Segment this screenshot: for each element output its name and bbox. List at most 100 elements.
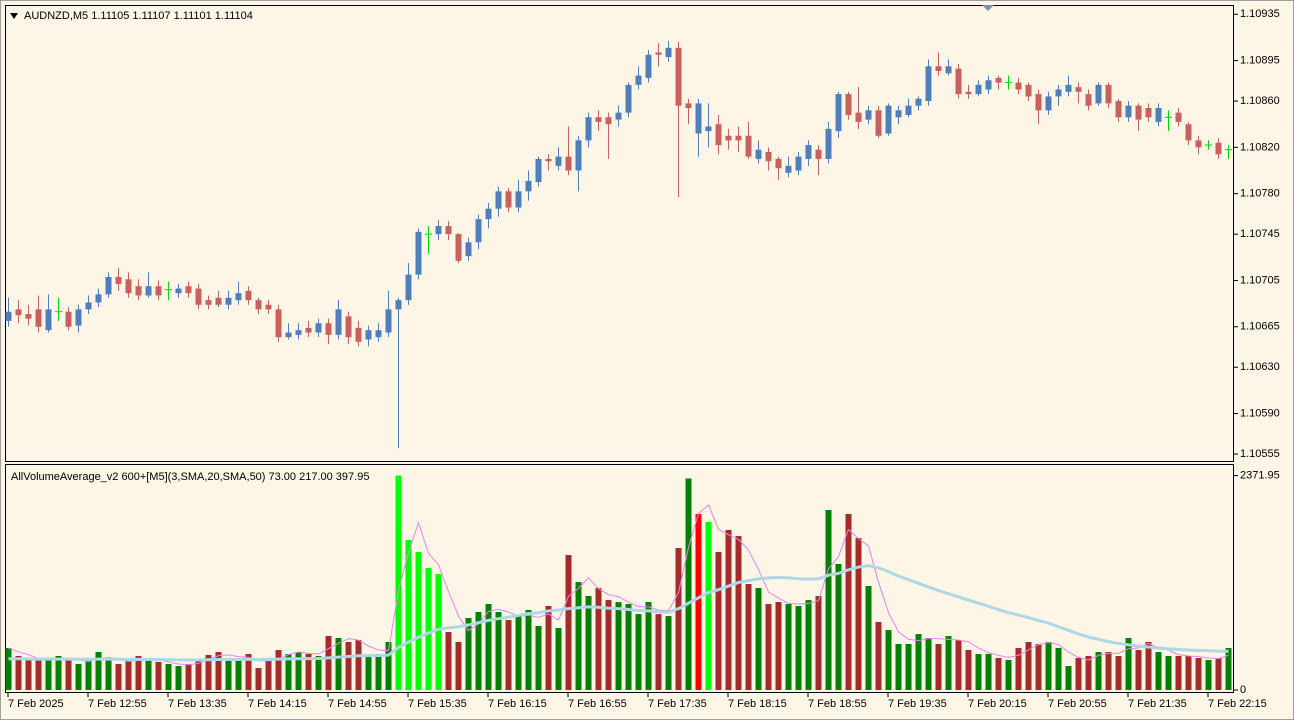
indicator-title: AllVolumeAverage_v2 600+[M5](3,SMA,20,SM… (11, 471, 369, 483)
volume-bar (1205, 659, 1212, 690)
volume-bar (945, 636, 952, 690)
candle-body (655, 52, 662, 55)
volume-bar (205, 655, 212, 690)
candle-body (1085, 94, 1092, 106)
volume-bar (715, 552, 722, 690)
volume-bar (1145, 641, 1152, 690)
volume-bar (1225, 647, 1232, 690)
candle-body (685, 103, 692, 109)
volume-bar (725, 529, 732, 690)
candle-body (415, 231, 422, 275)
volume-bar (585, 595, 592, 690)
x-tick-label: 7 Feb 22:15 (1208, 698, 1267, 710)
volume-bar (605, 600, 612, 690)
volume-bar (1055, 647, 1062, 690)
candle-body (325, 323, 332, 335)
volume-bar (765, 604, 772, 690)
volume-bar (125, 659, 132, 690)
volume-bar (895, 643, 902, 690)
candle-body (845, 94, 852, 115)
volume-bar (255, 668, 262, 690)
candle-body (885, 105, 892, 134)
average-line (8, 564, 1229, 662)
price-title: AUDNZD,M5 1.11105 1.11107 1.11101 1.1110… (24, 10, 253, 22)
volume-bar (1085, 656, 1092, 690)
volume-bar (525, 609, 532, 690)
candle-body (235, 293, 242, 301)
candle-body (825, 128, 832, 159)
candle-body (665, 47, 672, 58)
volume-bar (955, 640, 962, 690)
candle-body (735, 135, 742, 141)
candle-body (465, 242, 472, 257)
candle-body (485, 208, 492, 220)
y-tick-label: 2371.95 (1240, 469, 1280, 481)
volume-bar (455, 641, 462, 690)
candle-body (75, 309, 82, 326)
volume-bar (145, 659, 152, 690)
candle-body (1175, 112, 1182, 122)
candle-body (645, 54, 652, 78)
candle-body (95, 294, 102, 303)
volume-bar (1215, 657, 1222, 690)
x-tick-label: 7 Feb 12:55 (88, 698, 147, 710)
volume-bar (345, 641, 352, 690)
volume-bar (95, 652, 102, 690)
volume-bar (305, 654, 312, 690)
candle-body (925, 66, 932, 102)
volume-bar (825, 510, 832, 690)
candle-body (435, 226, 442, 235)
volume-bar (65, 659, 72, 690)
volume-bar (735, 536, 742, 690)
volume-bar (995, 657, 1002, 690)
volume-bar (905, 643, 912, 690)
price-pane (5, 5, 1234, 462)
candle-body (295, 330, 302, 335)
volume-bar (805, 600, 812, 690)
x-tick-label: 7 Feb 21:35 (1128, 698, 1187, 710)
x-tick-label: 7 Feb 17:35 (648, 698, 707, 710)
x-tick-label: 7 Feb 14:55 (328, 698, 387, 710)
volume-bar (785, 604, 792, 690)
candle-body (875, 110, 882, 136)
volume-bar (405, 540, 412, 690)
shift-marker (982, 5, 994, 11)
volume-bar (755, 588, 762, 690)
volume-bar (265, 659, 272, 690)
volume-bar (355, 640, 362, 690)
candle-body (115, 276, 122, 284)
volume-bar (865, 586, 872, 690)
candle-body (675, 47, 682, 106)
candle-body (1185, 124, 1192, 141)
volume-bar (45, 657, 52, 690)
volume-bar (665, 616, 672, 690)
volume-bar (5, 647, 12, 690)
candle-body (1145, 108, 1152, 118)
volume-bar (235, 659, 242, 690)
volume-bar (35, 659, 42, 690)
volume-pane (5, 464, 1234, 693)
candle-body (555, 156, 562, 166)
candle-body (975, 84, 982, 95)
volume-bar (135, 656, 142, 690)
candle-body (1155, 108, 1162, 122)
candle-body (385, 309, 392, 333)
candle-body (805, 145, 812, 159)
volume-bar (275, 650, 282, 690)
candle-body (575, 140, 582, 171)
volume-bar (435, 574, 442, 690)
volume-bar (1115, 656, 1122, 690)
volume-bar (295, 652, 302, 690)
volume-bar (655, 614, 662, 690)
candle-body (35, 309, 42, 327)
volume-bar (415, 552, 422, 690)
x-tick-label: 7 Feb 14:15 (248, 698, 307, 710)
volume-bar (965, 650, 972, 690)
candle-body (1125, 105, 1132, 118)
volume-bar (545, 606, 552, 690)
volume-bar (485, 604, 492, 690)
y-tick-label: 1.10590 (1240, 407, 1280, 419)
candle-body (275, 309, 282, 338)
candle-body (745, 135, 752, 157)
candle-body (515, 191, 522, 208)
